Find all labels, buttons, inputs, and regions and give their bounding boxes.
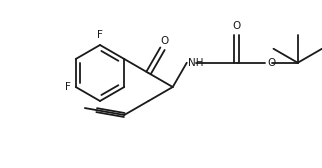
Text: O: O [268,58,276,68]
Text: F: F [97,30,103,40]
Text: O: O [160,36,169,46]
Text: O: O [232,21,241,31]
Text: F: F [65,82,71,92]
Text: NH: NH [188,58,203,68]
